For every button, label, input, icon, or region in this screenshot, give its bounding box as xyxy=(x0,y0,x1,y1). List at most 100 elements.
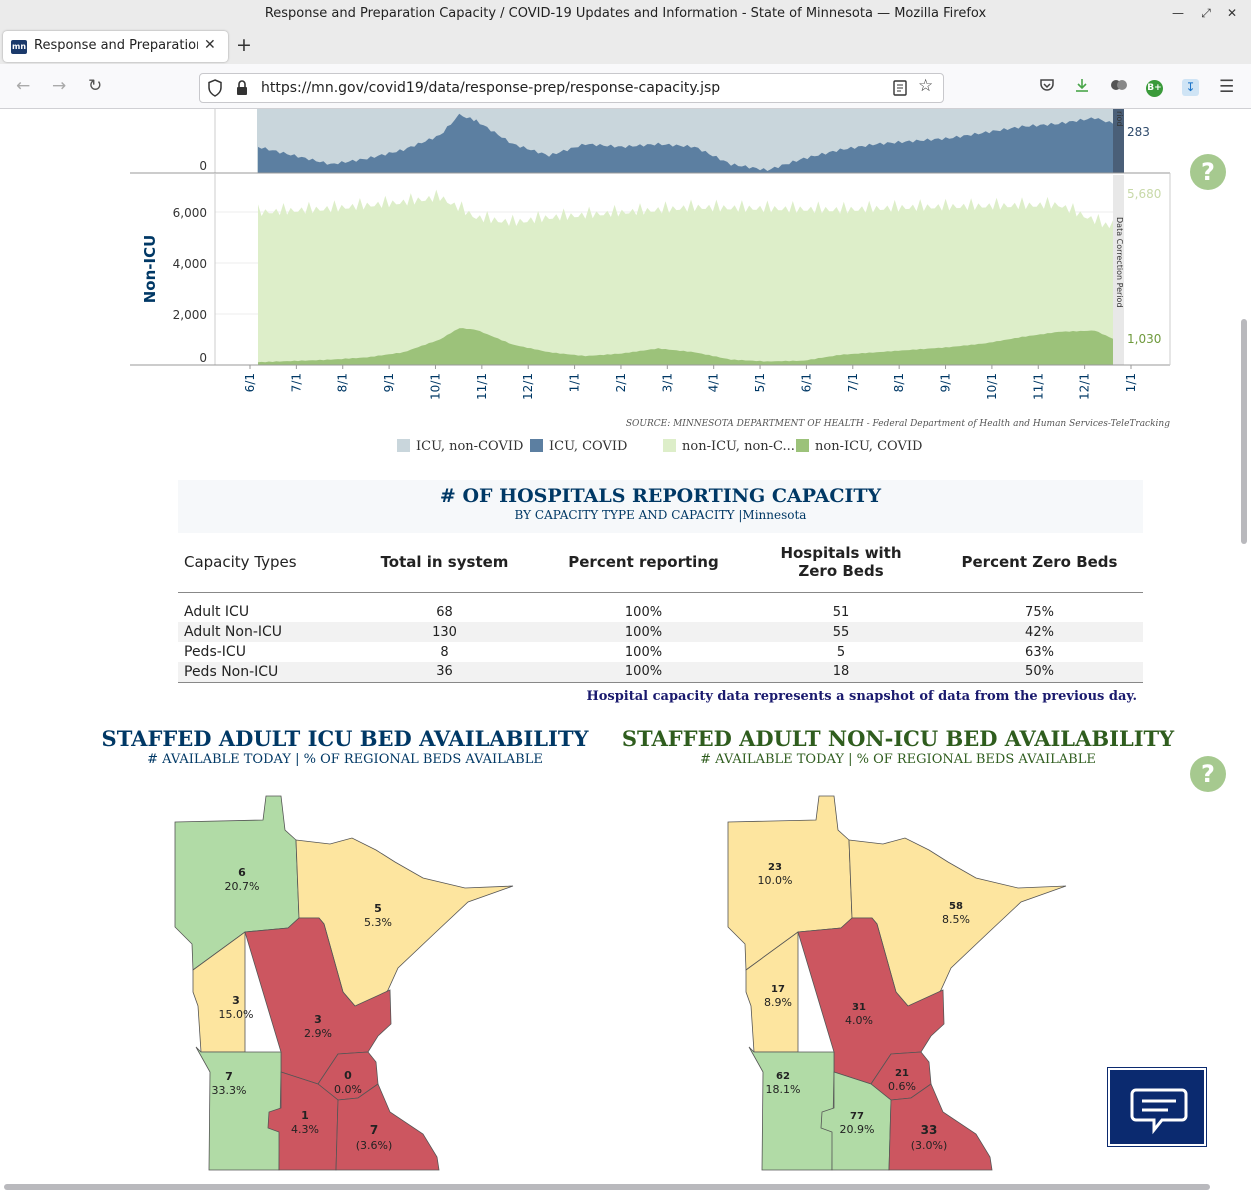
ytick-2000: 2,000 xyxy=(173,308,207,322)
region-count: 62 xyxy=(776,1071,790,1082)
table-cell: 63% xyxy=(1025,644,1054,660)
horizontal-scrollbar[interactable] xyxy=(4,1184,1210,1190)
table-cell: 68 xyxy=(436,604,453,620)
correction-period-label-top: riod xyxy=(1115,111,1124,126)
extension-badge-icon[interactable]: B+ xyxy=(1146,80,1163,97)
table-cell: 51 xyxy=(832,604,850,620)
legend-item-icu-covid[interactable]: ICU, COVID xyxy=(530,439,627,454)
chart-source: SOURCE: MINNESOTA DEPARTMENT OF HEALTH -… xyxy=(625,419,1170,429)
legend-item-nonicu-covid[interactable]: non-ICU, COVID xyxy=(796,439,922,454)
new-tab-icon[interactable]: + xyxy=(236,34,252,56)
x-tick-label: 12/1 xyxy=(521,373,535,400)
capacity-header: # OF HOSPITALS REPORTING CAPACITY BY CAP… xyxy=(178,480,1143,533)
star-icon[interactable]: ☆ xyxy=(918,76,934,96)
nonicu-map-title: STAFFED ADULT NON-ICU BED AVAILABILITY xyxy=(621,726,1175,751)
close-window-icon[interactable]: ✕ xyxy=(1226,6,1238,20)
x-tick-label: 7/1 xyxy=(289,373,303,392)
region-count: 17 xyxy=(771,984,785,995)
url-text[interactable]: https://mn.gov/covid19/data/response-pre… xyxy=(261,80,721,96)
legend-label: non-ICU, non-C... xyxy=(682,439,795,454)
table-cell: 42% xyxy=(936,622,1143,642)
reload-icon[interactable]: ↻ xyxy=(88,76,103,96)
download-arrow-icon[interactable] xyxy=(1074,77,1090,97)
icu-correction-band xyxy=(1113,109,1124,173)
legend-swatch xyxy=(397,439,410,452)
legend-swatch xyxy=(663,439,676,452)
table-row: Adult Non-ICU 130 100% 55 42% xyxy=(178,622,1143,642)
region-count: 3 xyxy=(232,994,240,1007)
x-tick-label: 10/1 xyxy=(985,373,999,400)
region-pct: 15.0% xyxy=(219,1008,254,1021)
icu-region-southeast[interactable] xyxy=(335,1083,440,1171)
hamburger-menu-icon[interactable]: ☰ xyxy=(1219,77,1235,97)
region-count: 7 xyxy=(225,1070,233,1083)
x-tick-label: 12/1 xyxy=(1078,373,1092,400)
x-tick-label: 10/1 xyxy=(428,373,442,400)
region-pct: 4.0% xyxy=(845,1014,873,1027)
x-tick-label: 9/1 xyxy=(939,373,953,392)
browser-tab[interactable]: mn Response and Preparation C ✕ xyxy=(3,31,228,62)
region-count: 31 xyxy=(852,1002,866,1013)
noncovid-correction-band xyxy=(1113,175,1124,365)
region-pct: 8.5% xyxy=(942,913,970,926)
icu-covid-area xyxy=(258,113,1113,173)
region-pct: 20.9% xyxy=(840,1123,875,1136)
map-help-icon[interactable]: ? xyxy=(1190,756,1226,792)
legend-label: ICU, COVID xyxy=(549,439,628,454)
table-cell: Adult ICU xyxy=(184,604,250,620)
table-cell: 130 xyxy=(348,622,541,642)
noncovid-area xyxy=(258,189,1113,365)
nonicu-region-southeast[interactable] xyxy=(888,1083,993,1171)
table-header-row: Capacity Types Total in system Percent r… xyxy=(178,533,1143,593)
x-tick-label: 4/1 xyxy=(707,373,721,392)
nonicu-region-southcentral[interactable] xyxy=(820,1071,892,1171)
window-title-bar: Response and Preparation Capacity / COVI… xyxy=(0,0,1251,28)
extension-icon[interactable] xyxy=(1110,77,1128,97)
navigation-toolbar: ← → ↻ https://mn.gov/covid19/data/respon… xyxy=(0,64,1251,109)
chart-help-icon[interactable]: ? xyxy=(1190,154,1226,190)
table-cell: 100% xyxy=(624,644,663,660)
column-header: Hospitals with Zero Beds xyxy=(746,533,936,593)
tracking-shield-icon[interactable] xyxy=(207,79,223,101)
icu-region-southwest[interactable] xyxy=(195,1046,282,1171)
capacity-subtitle: BY CAPACITY TYPE AND CAPACITY |Minnesota xyxy=(514,508,807,522)
region-count: 33 xyxy=(921,1123,938,1137)
region-pct: (3.6%) xyxy=(356,1139,393,1152)
table-cell: Peds Non-ICU xyxy=(178,662,348,683)
noncovid-covid-area xyxy=(258,328,1113,365)
reader-view-icon[interactable] xyxy=(892,79,908,101)
region-pct: 10.0% xyxy=(758,874,793,887)
tab-close-icon[interactable]: ✕ xyxy=(204,37,216,53)
icu-region-southcentral[interactable] xyxy=(267,1071,339,1171)
x-tick-label: 7/1 xyxy=(846,373,860,392)
region-count: 1 xyxy=(301,1109,309,1122)
capacity-title: # OF HOSPITALS REPORTING CAPACITY xyxy=(439,485,882,507)
vertical-scrollbar[interactable] xyxy=(1241,319,1247,544)
chat-button[interactable] xyxy=(1108,1068,1206,1146)
column-header: Capacity Types xyxy=(178,533,348,593)
restore-icon[interactable]: ⤢ xyxy=(1201,6,1211,20)
x-tick-label: 8/1 xyxy=(892,373,906,392)
forward-arrow-icon[interactable]: → xyxy=(52,76,67,96)
x-tick-label: 8/1 xyxy=(336,373,350,392)
ytick-6000: 6,000 xyxy=(173,206,207,220)
legend-item-icu-noncovid[interactable]: ICU, non-COVID xyxy=(397,439,523,454)
page-content: 0 283 riod 6,000 4,000 2,000 0 Non-ICU 5… xyxy=(0,109,1251,1192)
back-arrow-icon[interactable]: ← xyxy=(16,76,31,96)
region-count: 21 xyxy=(895,1068,909,1079)
capacity-table: Capacity Types Total in system Percent r… xyxy=(178,533,1143,683)
url-bar[interactable]: https://mn.gov/covid19/data/response-pre… xyxy=(199,73,944,103)
pocket-icon[interactable] xyxy=(1039,77,1055,97)
column-header: Total in system xyxy=(348,533,541,593)
legend-label: ICU, non-COVID xyxy=(416,439,524,454)
padlock-icon[interactable] xyxy=(235,79,249,101)
x-tick-label: 1/1 xyxy=(1124,373,1138,392)
legend-item-noncovid[interactable]: non-ICU, non-C... xyxy=(663,439,795,454)
region-count: 3 xyxy=(314,1013,322,1026)
nonicu-region-southwest[interactable] xyxy=(748,1046,835,1171)
tab-strip: mn Response and Preparation C ✕ + xyxy=(0,28,1251,64)
save-to-device-icon[interactable]: ↧ xyxy=(1182,79,1199,96)
chat-bubble-icon xyxy=(1130,1088,1188,1135)
minimize-icon[interactable]: — xyxy=(1172,6,1184,20)
region-pct: 2.9% xyxy=(304,1027,332,1040)
